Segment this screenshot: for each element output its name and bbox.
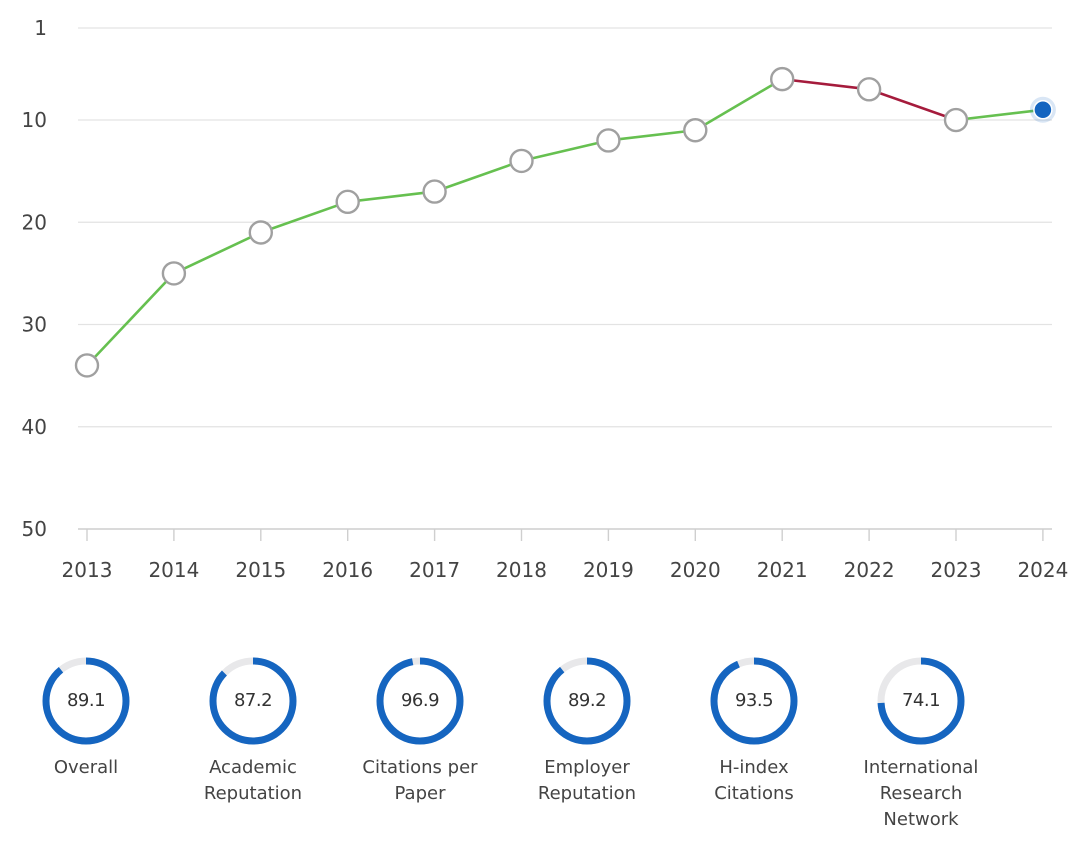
line-segment	[954, 108, 1045, 122]
line-segment	[172, 231, 263, 275]
score-ring-fill	[710, 657, 798, 745]
data-point[interactable]	[335, 189, 360, 215]
x-tick-label: 2019	[583, 558, 634, 582]
y-tick-label: 40	[22, 415, 47, 439]
line-segment	[693, 77, 784, 132]
data-point[interactable]	[248, 220, 273, 245]
data-point[interactable]	[856, 77, 882, 102]
x-tick-label: 2013	[62, 558, 113, 582]
score-label: International Research Network	[863, 757, 979, 830]
score-ring: 74.1	[875, 655, 967, 747]
indicator-scores: 89.1 Overall 87.2 Academic Reputation 96…	[0, 655, 1080, 841]
line-segment	[346, 190, 436, 204]
line-segment	[607, 128, 697, 142]
score-label: Employer Reputation	[537, 757, 637, 804]
x-tick-label: 2014	[148, 558, 199, 582]
x-tick-label: 2016	[322, 558, 373, 582]
y-tick-label: 10	[22, 108, 47, 132]
score-academic-reputation: 87.2 Academic Reputation	[173, 655, 333, 807]
x-tick-label: 2022	[844, 558, 895, 582]
x-tick-label: 2015	[235, 558, 286, 582]
data-point[interactable]	[683, 118, 708, 143]
score-ring: 93.5	[708, 655, 800, 747]
line-segment	[259, 200, 350, 234]
score-value: 87.2	[233, 690, 273, 711]
y-tick-label: 30	[22, 313, 47, 337]
line-segment	[780, 77, 871, 91]
score-overall: 89.1 Overall	[6, 655, 166, 781]
score-ring-fill	[543, 657, 631, 745]
y-axis: 1 10 20 30 40 50	[22, 16, 47, 541]
score-ring: 87.2	[207, 655, 299, 747]
score-ring: 89.2	[541, 655, 633, 747]
score-label: Academic Reputation	[203, 757, 303, 804]
line-segment	[520, 139, 610, 163]
x-axis: 2013 2014 2015 2016 2017 2018 2019 2020 2021 2022…	[62, 528, 1068, 582]
x-tick-label: 2021	[757, 558, 808, 582]
score-citations-per-paper: 96.9 Citations per Paper	[340, 655, 500, 807]
data-point[interactable]	[770, 66, 795, 92]
data-point[interactable]	[74, 353, 100, 378]
score-value: 89.2	[567, 690, 607, 711]
rank-points	[74, 66, 1056, 378]
data-point[interactable]	[422, 179, 447, 204]
y-tick-label: 20	[22, 210, 47, 234]
score-label: H-index Citations	[714, 757, 794, 804]
score-ring-fill	[376, 657, 464, 745]
score-value: 96.9	[400, 690, 440, 711]
x-tick-label: 2018	[496, 558, 547, 582]
score-ring-fill	[42, 657, 130, 745]
line-segment	[867, 88, 958, 122]
data-point-current[interactable]	[1033, 100, 1053, 120]
score-ring-fill	[209, 657, 297, 745]
score-value: 93.5	[734, 690, 774, 711]
score-international-research-network: 74.1 International Research Network	[841, 655, 1001, 833]
data-point[interactable]	[596, 128, 621, 153]
score-ring: 89.1	[40, 655, 132, 747]
x-tick-label: 2017	[409, 558, 460, 582]
line-segment	[433, 159, 523, 193]
rank-line	[85, 77, 1045, 367]
score-value: 74.1	[901, 690, 941, 711]
score-h-index-citations: 93.5 H-index Citations	[674, 655, 834, 807]
data-point[interactable]	[509, 148, 534, 174]
x-tick-label: 2023	[931, 558, 982, 582]
y-tick-label: 50	[22, 517, 47, 541]
score-ring: 96.9	[374, 655, 466, 747]
x-tick-label: 2020	[670, 558, 721, 582]
y-tick-label: 1	[34, 16, 47, 40]
score-label: Citations per Paper	[362, 757, 478, 804]
x-tick-label: 2024	[1017, 558, 1068, 582]
data-point[interactable]	[943, 107, 969, 133]
score-employer-reputation: 89.2 Employer Reputation	[507, 655, 667, 807]
score-ring-fill	[877, 657, 965, 745]
data-point[interactable]	[161, 261, 187, 286]
score-value: 89.1	[66, 690, 106, 711]
line-segment	[85, 272, 176, 367]
score-label: Overall	[53, 757, 119, 778]
rank-history-chart: 1 10 20 30 40 50 2013 2014 2015 2016 2017 2018 2019…	[22, 16, 1069, 582]
